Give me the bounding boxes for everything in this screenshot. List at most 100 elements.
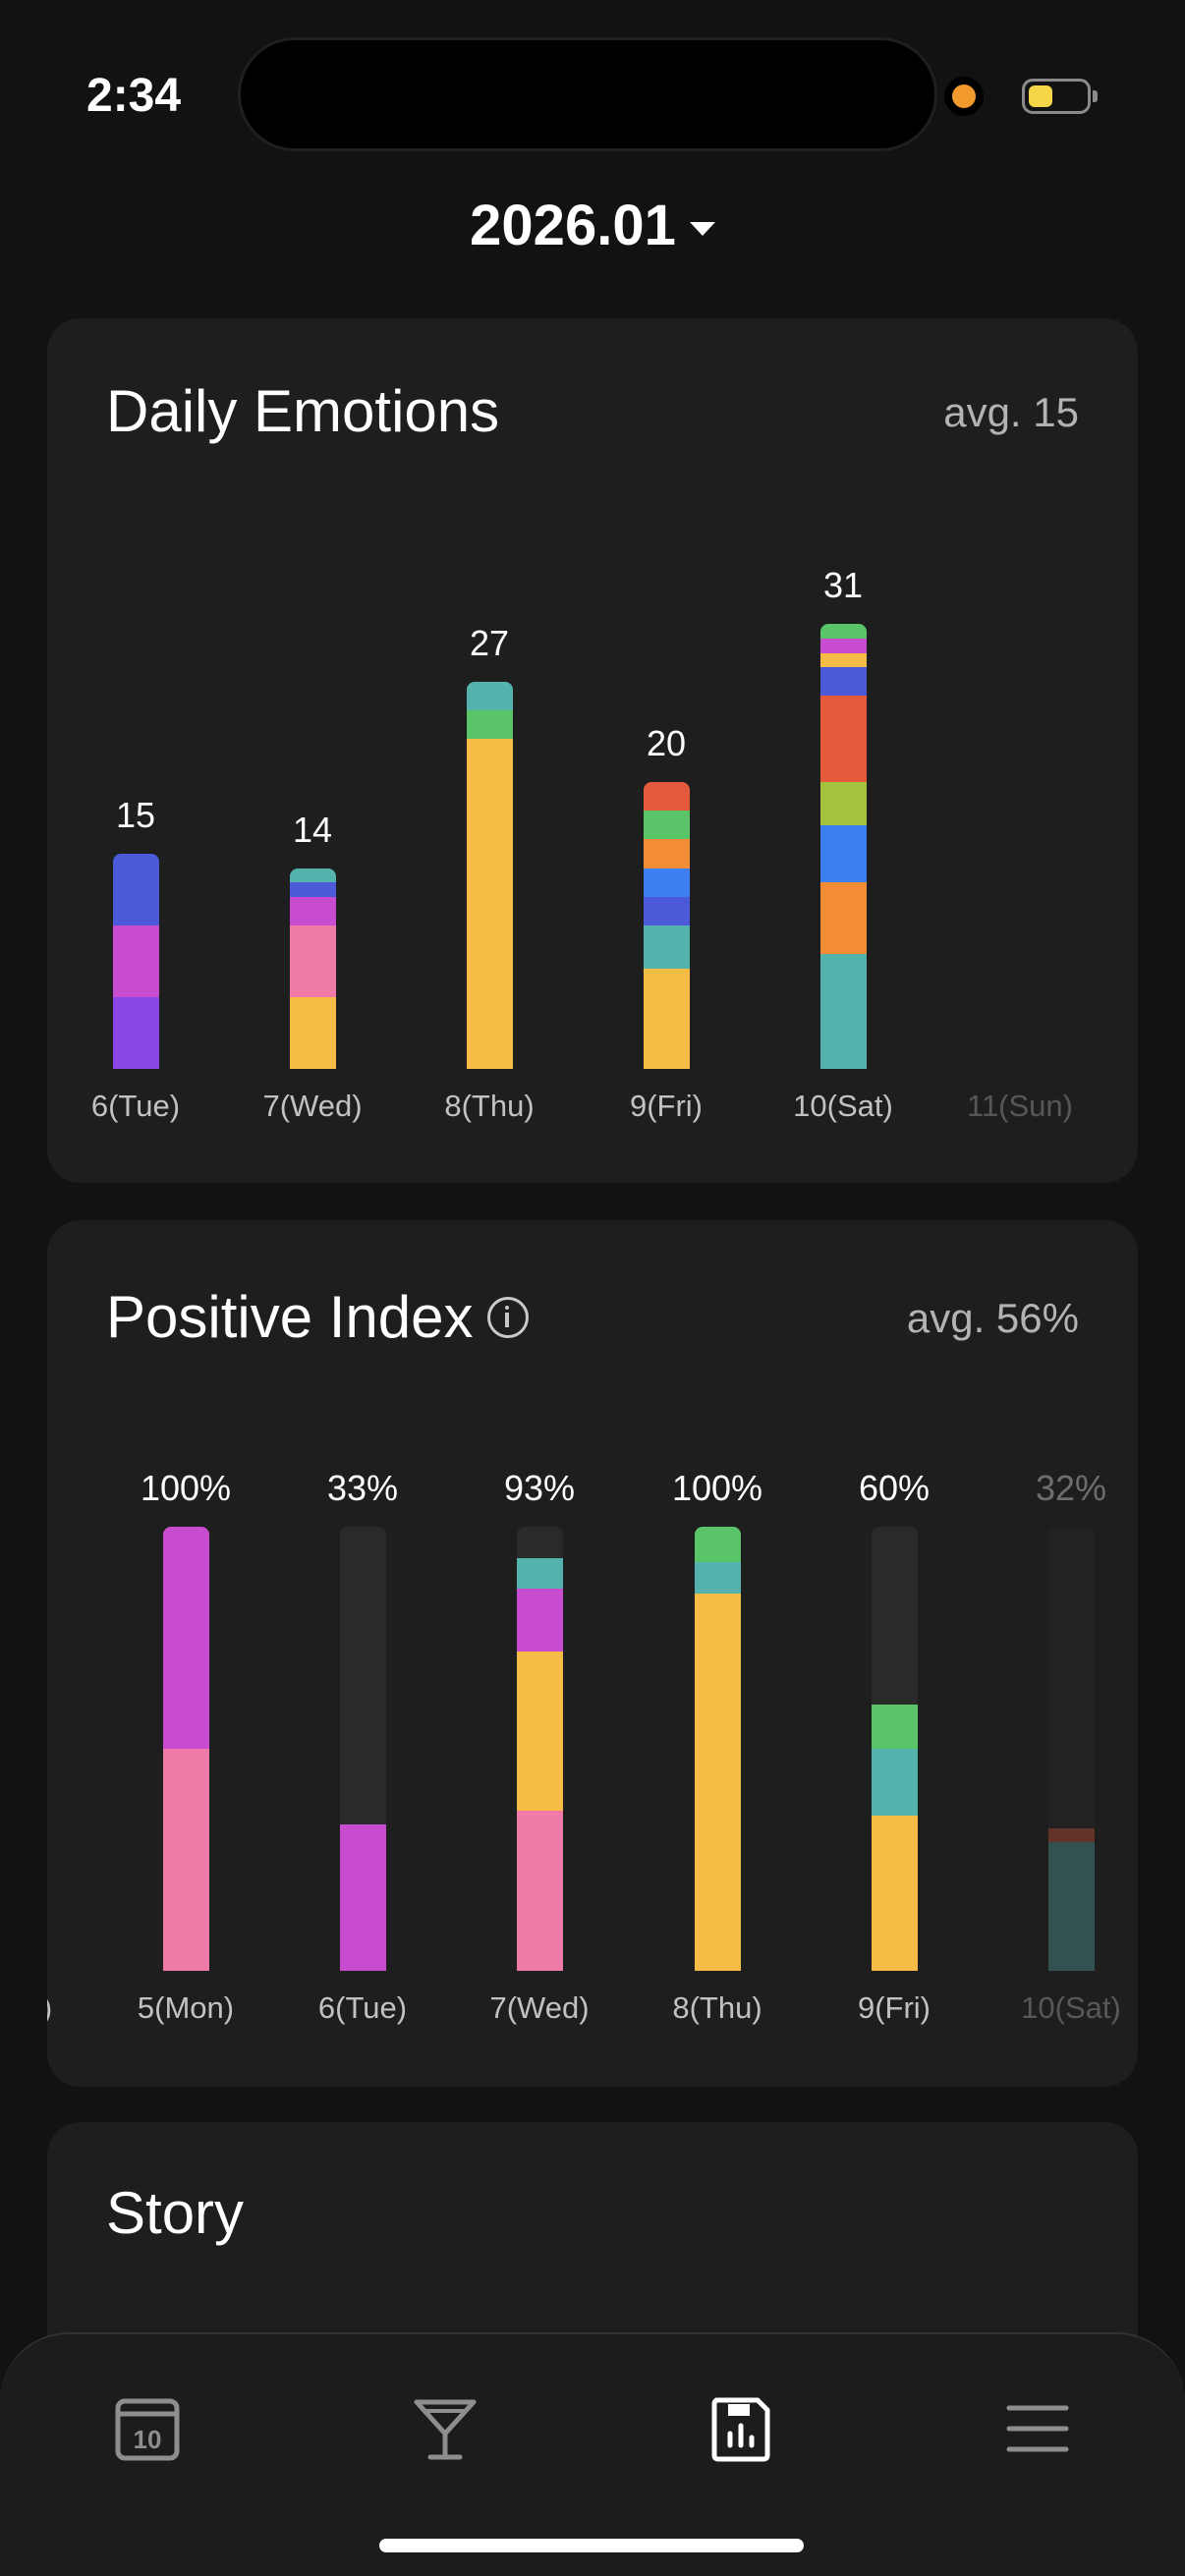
positive-bar-segment <box>871 1704 918 1750</box>
tab-stats[interactable] <box>682 2370 800 2488</box>
calendar-icon: 10 <box>115 2398 180 2461</box>
info-icon[interactable] <box>486 1297 529 1339</box>
battery-tip <box>1093 90 1098 102</box>
positive-bar-segment <box>516 1811 563 1971</box>
daily-bar <box>112 854 159 1069</box>
daily-bar-segment <box>112 997 159 1069</box>
daily-bar <box>289 868 336 1069</box>
positive-bar-segment <box>516 1589 563 1652</box>
chevron-down-icon <box>689 221 715 236</box>
positive-bar-value: 60% <box>858 1468 931 1508</box>
daily-bar-value: 15 <box>115 795 156 835</box>
daily-bar-segment <box>643 925 690 969</box>
status-time: 2:34 <box>86 70 182 122</box>
month-label: 2026.01 <box>470 194 676 257</box>
daily-bar-segment <box>289 868 336 883</box>
daily-emotions-title: Daily Emotions <box>106 378 500 444</box>
daily-bar-segment <box>819 824 867 883</box>
daily-emotions-card: Daily Emotions avg. 15 15 6(Tue) 14 7(Wed) 2… <box>47 318 1138 1183</box>
positive-index-title: Positive Index <box>106 1283 529 1351</box>
daily-bar-segment <box>643 968 690 1069</box>
positive-bar <box>1047 1527 1095 1971</box>
daily-bar-segment <box>819 882 867 955</box>
positive-bar-label: 9(Fri) <box>857 1990 931 2025</box>
positive-bar-segment <box>516 1651 563 1812</box>
positive-bar-label: 10(Sat) <box>1021 1990 1121 2025</box>
positive-bar-label: 5(Mon) <box>137 1990 235 2025</box>
positive-bar <box>516 1527 563 1971</box>
daily-bar-segment <box>466 739 513 1069</box>
daily-bar-value: 20 <box>646 723 687 763</box>
daily-bar-segment <box>819 782 867 825</box>
positive-bar-segment <box>162 1749 209 1971</box>
daily-bar-label: 8(Thu) <box>444 1089 535 1123</box>
daily-bar-label: 7(Wed) <box>262 1089 363 1123</box>
positive-bar-value: 100% <box>140 1468 232 1508</box>
tab-cocktail[interactable] <box>386 2370 504 2488</box>
daily-bar-segment <box>819 696 867 782</box>
daily-bar-label: 9(Fri) <box>629 1089 704 1123</box>
daily-bar-segment <box>643 868 690 897</box>
positive-bar-value: 93% <box>503 1468 576 1508</box>
positive-bar-segment <box>1047 1841 1095 1971</box>
daily-bar-segment <box>819 624 867 640</box>
positive-bar <box>694 1527 741 1971</box>
positive-bar-segment <box>1047 1828 1095 1842</box>
positive-bar <box>339 1527 386 1971</box>
daily-bar <box>466 681 513 1069</box>
month-selector[interactable]: 2026.01 <box>0 193 1185 258</box>
daily-bar-segment <box>819 639 867 653</box>
daily-bar-label: 6(Tue) <box>90 1089 181 1123</box>
daily-bar-segment <box>819 667 867 697</box>
recording-indicator-icon <box>952 84 976 108</box>
tab-calendar[interactable]: 10 <box>88 2370 206 2488</box>
positive-index-card: Positive Index avg. 56% ) 100% 5(Mon) 33% 6(… <box>47 1220 1138 2087</box>
daily-bar-segment <box>466 710 513 740</box>
positive-bar-label: ) <box>47 1990 145 2026</box>
daily-bar-segment <box>112 925 159 997</box>
daily-bar-segment <box>643 811 690 840</box>
positive-bar-value: 100% <box>671 1468 763 1508</box>
positive-bar-label: 7(Wed) <box>489 1990 590 2025</box>
tab-menu[interactable] <box>979 2370 1097 2488</box>
positive-bar-label: 6(Tue) <box>317 1990 408 2025</box>
daily-bar-segment <box>643 782 690 812</box>
daily-bar-value: 14 <box>292 809 333 850</box>
story-title: Story <box>106 2180 245 2246</box>
daily-bar-label: 10(Sat) <box>793 1089 893 1123</box>
positive-bar-segment <box>694 1562 741 1594</box>
daily-emotions-average: avg. 15 <box>943 389 1079 435</box>
daily-bar-segment <box>289 882 336 897</box>
positive-bar-segment <box>516 1557 563 1590</box>
cocktail-icon <box>414 2399 477 2460</box>
positive-bar-segment <box>871 1749 918 1816</box>
positive-bar <box>871 1527 918 1971</box>
positive-bar <box>162 1527 209 1971</box>
positive-bar-segment <box>694 1593 741 1971</box>
daily-bar-segment <box>819 652 867 668</box>
daily-bar-value: 31 <box>822 565 864 606</box>
daily-bar-segment <box>289 996 336 1069</box>
positive-index-average: avg. 56% <box>906 1295 1079 1341</box>
calendar-day-text: 10 <box>134 2425 162 2454</box>
daily-bar-segment <box>289 924 336 997</box>
home-indicator[interactable] <box>379 2539 804 2552</box>
daily-bar-segment <box>819 954 867 1069</box>
dynamic-island <box>238 37 937 151</box>
positive-index-title-text: Positive Index <box>106 1284 474 1350</box>
daily-bar-segment <box>112 854 159 925</box>
daily-bar-segment <box>466 681 513 710</box>
positive-bar-label: 8(Thu) <box>672 1990 762 2025</box>
positive-bar-segment <box>871 1815 918 1971</box>
positive-bar-value: 33% <box>326 1468 399 1508</box>
daily-bar <box>819 624 867 1069</box>
daily-bar-label: 11(Sun) <box>967 1089 1073 1123</box>
menu-icon <box>1006 2405 1069 2452</box>
daily-bar-segment <box>643 896 690 926</box>
daily-bar-segment <box>643 839 690 868</box>
positive-bar-segment <box>694 1527 741 1563</box>
positive-bar-value: 32% <box>1035 1468 1107 1508</box>
tab-bar: 10 <box>0 2332 1185 2576</box>
positive-bar-segment <box>162 1527 209 1749</box>
positive-bar-segment <box>339 1823 386 1971</box>
